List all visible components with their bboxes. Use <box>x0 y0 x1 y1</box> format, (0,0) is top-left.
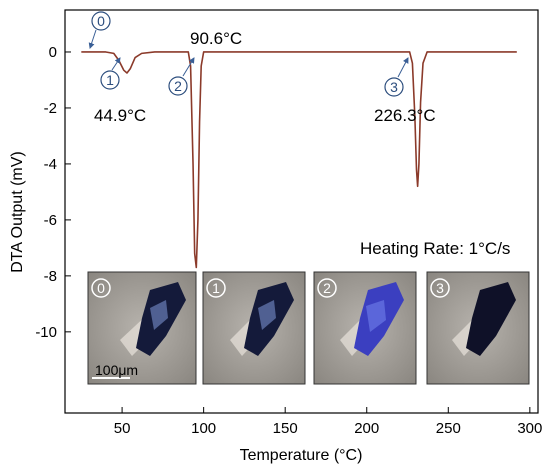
x-tick-label: 200 <box>354 420 379 437</box>
x-axis-title: Temperature (°C) <box>240 447 363 464</box>
annotation-3: 3 226.3°C <box>374 57 436 125</box>
micrograph-2: 2 <box>313 271 417 385</box>
y-tick-label: 0 <box>49 44 57 61</box>
svg-text:44.9°C: 44.9°C <box>94 106 146 125</box>
x-tick-label: 300 <box>517 420 542 437</box>
annotation-1: 1 44.9°C <box>94 57 146 125</box>
svg-text:0: 0 <box>97 13 105 29</box>
y-tick-label: -4 <box>44 156 57 173</box>
tick-labels: 50 100 150 200 250 300 0 -2 -4 -6 -8 -10 <box>35 44 542 437</box>
annotation-0: 0 <box>88 11 111 49</box>
svg-text:3: 3 <box>436 280 444 296</box>
svg-text:3: 3 <box>390 79 398 95</box>
plot-frame <box>64 9 539 414</box>
micrograph-0: 0 100μm <box>87 271 197 385</box>
svg-text:1: 1 <box>106 72 114 88</box>
axis-ticks <box>65 51 531 413</box>
y-tick-label: -2 <box>44 100 57 117</box>
y-tick-label: -6 <box>44 212 57 229</box>
svg-text:1: 1 <box>212 280 220 296</box>
svg-text:2: 2 <box>174 78 182 94</box>
x-tick-label: 50 <box>114 420 131 437</box>
micrograph-3: 3 <box>426 271 530 385</box>
x-tick-label: 100 <box>191 420 216 437</box>
y-axis-title: DTA Output (mV) <box>9 151 26 273</box>
scale-bar-label: 100μm <box>95 362 138 378</box>
y-tick-label: -10 <box>35 324 57 341</box>
dta-curve <box>81 51 517 269</box>
heating-rate-label: Heating Rate: 1°C/s <box>360 239 510 258</box>
annotation-2: 2 90.6°C <box>168 29 242 96</box>
x-tick-label: 250 <box>436 420 461 437</box>
svg-text:90.6°C: 90.6°C <box>190 29 242 48</box>
micrograph-1: 1 <box>202 271 306 385</box>
y-tick-label: -8 <box>44 268 57 285</box>
svg-text:0: 0 <box>97 280 105 296</box>
svg-text:2: 2 <box>323 280 331 296</box>
svg-text:226.3°C: 226.3°C <box>374 106 436 125</box>
x-tick-label: 150 <box>273 420 298 437</box>
